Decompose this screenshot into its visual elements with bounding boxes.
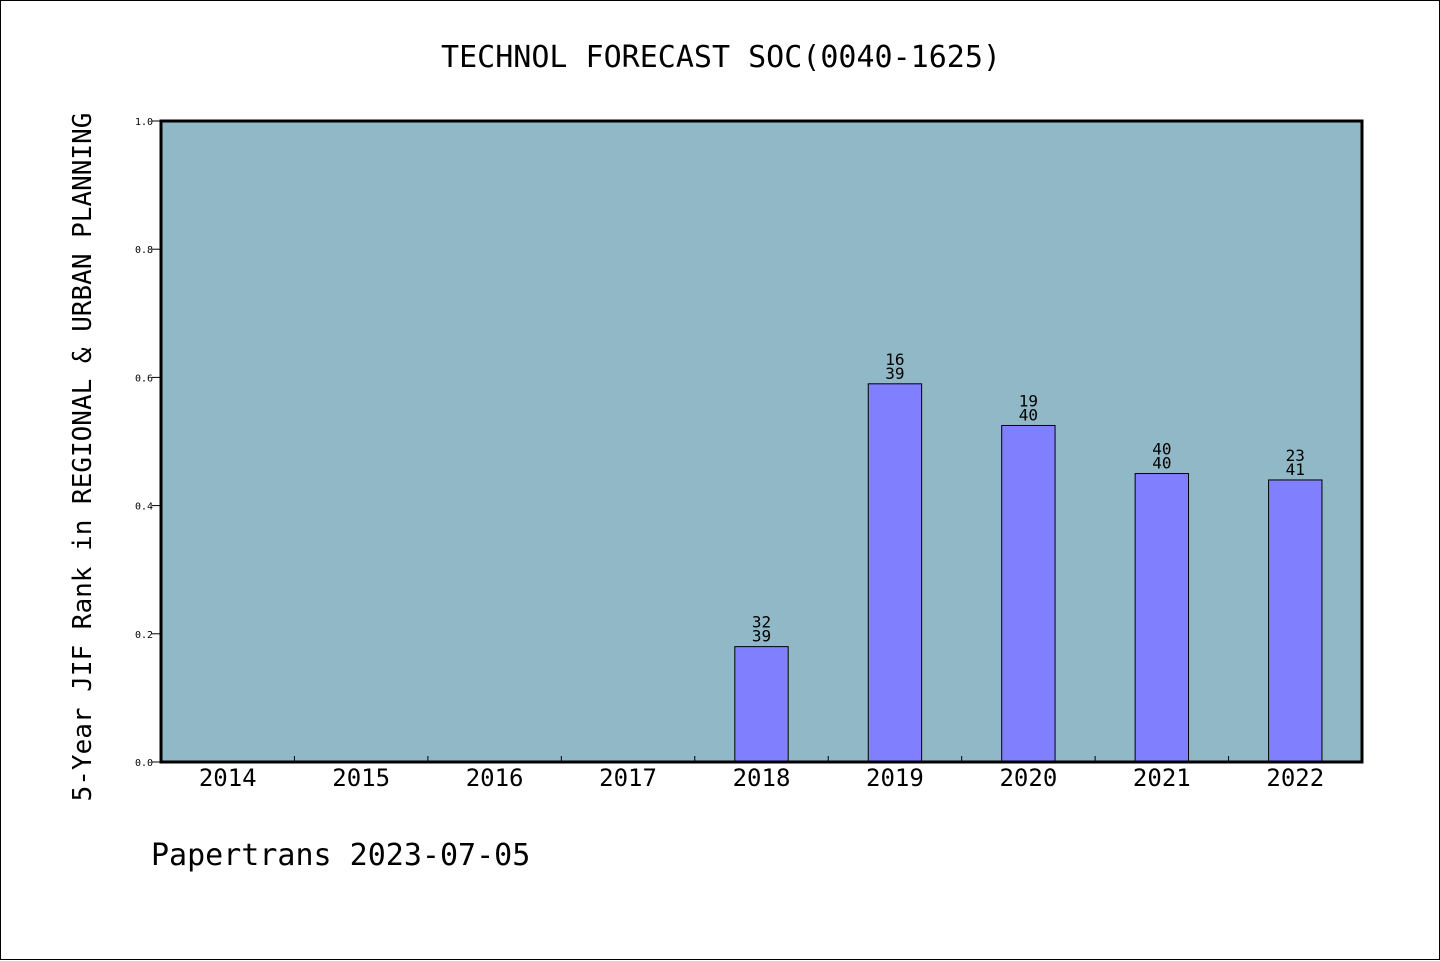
footer-text: Papertrans 2023-07-05 <box>151 838 530 873</box>
bar-2018 <box>734 646 789 763</box>
bar-rank-label: 16 <box>885 350 904 369</box>
bar-total-label: 39 <box>752 627 771 646</box>
x-tick-label: 2018 <box>733 764 791 792</box>
bar-total-label: 39 <box>885 364 904 383</box>
bar-2021 <box>1134 473 1190 763</box>
bar-2019 <box>867 383 923 763</box>
y-tick-label: 0.8 <box>135 245 153 256</box>
bar-total-label: 40 <box>1019 405 1038 424</box>
x-tick-label: 2022 <box>1266 764 1324 792</box>
bar-rank-label: 32 <box>752 613 771 632</box>
x-axis: 2014 2015 2016 2017 2018 2019 2020 2021 2022 <box>199 756 1324 792</box>
x-tick-label: 2016 <box>466 764 524 792</box>
y-axis-label: 5-Year JIF Rank in REGIONAL & URBAN PLAN… <box>68 113 98 802</box>
y-tick-label: 1.0 <box>135 117 153 128</box>
y-tick-label: 0.0 <box>135 758 153 769</box>
x-tick-label: 2021 <box>1133 764 1191 792</box>
bar-2022 <box>1268 479 1323 763</box>
bar-total-label: 40 <box>1152 454 1171 473</box>
y-axis: 0.0 0.2 0.4 0.6 0.8 1.0 <box>135 117 161 769</box>
bar-total-label: 41 <box>1286 460 1305 479</box>
bar-rank-label: 40 <box>1152 440 1171 459</box>
x-tick-label: 2017 <box>599 764 657 792</box>
x-tick-label: 2019 <box>866 764 924 792</box>
bar-rank-label: 23 <box>1286 446 1305 465</box>
x-tick-label: 2014 <box>199 764 257 792</box>
y-tick-label: 0.6 <box>135 373 153 384</box>
x-tick-label: 2015 <box>332 764 390 792</box>
plot-frame <box>159 119 1364 764</box>
x-tick-label: 2020 <box>999 764 1057 792</box>
bar-2020 <box>1001 424 1056 763</box>
bar-rank-label: 19 <box>1019 391 1038 410</box>
y-tick-label: 0.2 <box>135 630 153 641</box>
y-tick-label: 0.4 <box>135 502 153 513</box>
chart-title: TECHNOL FORECAST SOC(0040-1625) <box>441 40 1001 75</box>
bars-group <box>734 383 1323 763</box>
